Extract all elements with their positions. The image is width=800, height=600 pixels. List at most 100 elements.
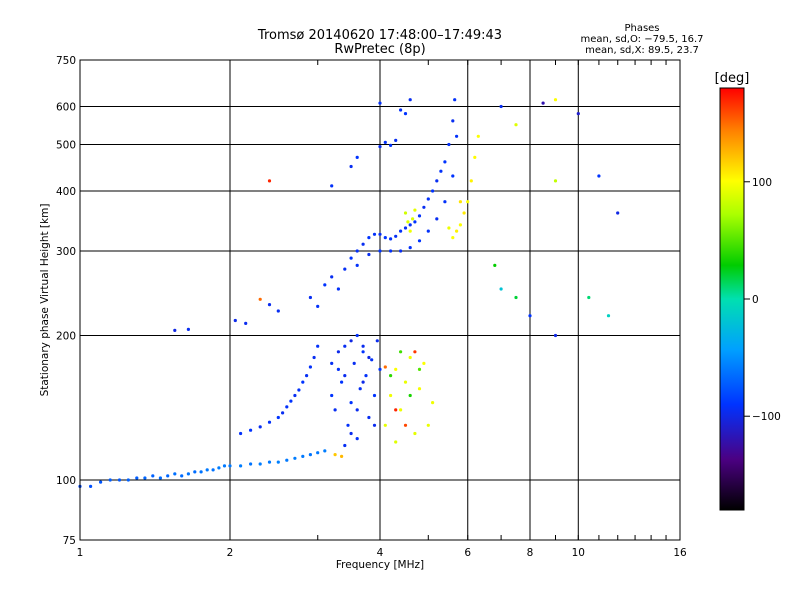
data-point bbox=[281, 411, 285, 415]
y-tick-label: 500 bbox=[56, 140, 76, 152]
data-point bbox=[587, 295, 591, 300]
x-axis-ticks: 1 2 4 6 8 10 16 bbox=[77, 60, 687, 559]
data-point bbox=[383, 140, 387, 144]
data-point bbox=[305, 374, 309, 378]
data-point bbox=[349, 339, 353, 343]
data-point bbox=[211, 468, 215, 472]
y-tick-label: 400 bbox=[56, 186, 76, 198]
data-point bbox=[408, 246, 412, 250]
colorbar-ticks: 100 0 −100 bbox=[744, 177, 781, 423]
data-point bbox=[476, 134, 480, 138]
data-point bbox=[413, 208, 417, 212]
data-point bbox=[426, 229, 430, 233]
data-point bbox=[462, 211, 466, 215]
data-point bbox=[297, 388, 301, 392]
data-point bbox=[158, 476, 162, 480]
data-point bbox=[417, 387, 422, 391]
data-point bbox=[186, 327, 190, 331]
data-point bbox=[383, 365, 387, 369]
data-point bbox=[367, 355, 371, 360]
data-point bbox=[355, 333, 359, 338]
data-point bbox=[340, 454, 344, 458]
data-point bbox=[458, 200, 462, 204]
data-point bbox=[217, 466, 221, 470]
data-point bbox=[336, 350, 340, 354]
data-point bbox=[528, 314, 532, 318]
grid-lines bbox=[80, 60, 680, 540]
x-tick-label: 2 bbox=[227, 547, 234, 559]
data-point bbox=[193, 470, 197, 474]
data-point bbox=[367, 415, 371, 420]
data-point bbox=[336, 367, 340, 371]
data-point bbox=[399, 229, 403, 233]
data-point bbox=[394, 408, 398, 412]
data-point bbox=[514, 123, 518, 127]
data-point bbox=[89, 484, 93, 488]
data-point bbox=[336, 287, 340, 291]
data-point bbox=[361, 242, 365, 246]
data-point bbox=[389, 249, 393, 253]
data-point bbox=[403, 226, 408, 230]
data-point bbox=[372, 423, 377, 427]
data-point bbox=[447, 142, 451, 147]
data-point bbox=[330, 275, 334, 279]
data-point bbox=[378, 101, 382, 105]
data-point bbox=[411, 217, 415, 221]
y-tick-label: 100 bbox=[56, 475, 76, 487]
data-point bbox=[222, 464, 227, 468]
data-point bbox=[343, 443, 347, 448]
data-point bbox=[435, 217, 439, 221]
x-tick-label: 6 bbox=[464, 547, 471, 559]
data-point bbox=[244, 321, 248, 325]
data-point bbox=[451, 119, 455, 123]
data-point bbox=[126, 478, 130, 482]
x-tick-label: 16 bbox=[673, 547, 687, 559]
data-point bbox=[352, 361, 356, 365]
data-point bbox=[553, 333, 558, 338]
data-point bbox=[135, 476, 139, 480]
data-point bbox=[312, 355, 316, 360]
data-point bbox=[330, 361, 334, 365]
data-point bbox=[349, 256, 353, 260]
y-axis-label: Stationary phase Virtual Height [km] bbox=[39, 204, 51, 397]
data-point bbox=[355, 155, 359, 159]
data-points bbox=[78, 98, 620, 488]
data-point bbox=[349, 164, 353, 169]
data-point bbox=[143, 476, 147, 480]
data-point bbox=[343, 344, 347, 348]
data-point bbox=[408, 393, 412, 398]
data-point bbox=[435, 179, 439, 183]
data-point bbox=[316, 451, 320, 455]
data-point bbox=[358, 387, 362, 391]
data-point bbox=[422, 361, 426, 365]
data-point bbox=[417, 214, 422, 218]
y-tick-label: 300 bbox=[56, 246, 76, 258]
data-point bbox=[408, 223, 412, 227]
data-point bbox=[267, 179, 272, 183]
data-point bbox=[426, 423, 430, 427]
data-point bbox=[399, 408, 403, 412]
data-point bbox=[403, 211, 408, 215]
colorbar-tick-label: −100 bbox=[752, 411, 781, 423]
data-point bbox=[349, 431, 353, 436]
data-point bbox=[408, 98, 412, 102]
data-point bbox=[458, 223, 462, 227]
data-point bbox=[289, 399, 293, 403]
data-point bbox=[499, 287, 503, 291]
chart-title: Tromsø 20140620 17:48:00–17:49:43 bbox=[257, 28, 503, 43]
data-point bbox=[597, 174, 601, 178]
data-point bbox=[451, 236, 455, 240]
data-point bbox=[108, 478, 112, 482]
data-point bbox=[447, 226, 451, 230]
data-point bbox=[330, 184, 334, 188]
data-point bbox=[541, 101, 545, 105]
data-point bbox=[199, 470, 203, 474]
data-point bbox=[455, 134, 459, 138]
data-point bbox=[576, 112, 580, 116]
data-point bbox=[267, 420, 272, 424]
data-point bbox=[370, 358, 374, 362]
phase-stats-x-mode: mean, sd,X: 89.5, 23.7 bbox=[585, 45, 699, 56]
data-point bbox=[451, 174, 455, 178]
data-point bbox=[493, 263, 497, 267]
